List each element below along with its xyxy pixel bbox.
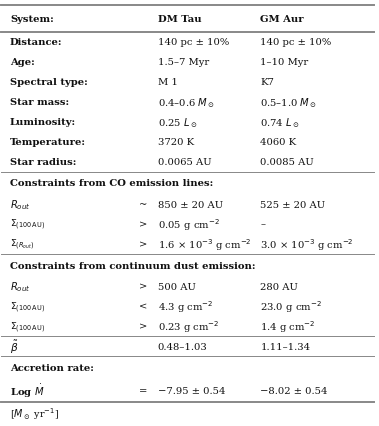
Text: 0.23 g cm$^{-2}$: 0.23 g cm$^{-2}$ [158, 319, 219, 334]
Text: DM Tau: DM Tau [158, 15, 201, 24]
Text: 1.6 × 10$^{-3}$ g cm$^{-2}$: 1.6 × 10$^{-3}$ g cm$^{-2}$ [158, 236, 251, 252]
Text: 500 AU: 500 AU [158, 282, 196, 291]
Text: 23.0 g cm$^{-2}$: 23.0 g cm$^{-2}$ [260, 299, 322, 314]
Text: 0.0085 AU: 0.0085 AU [260, 158, 314, 167]
Text: $\Sigma_{(100\,\mathrm{AU})}$: $\Sigma_{(100\,\mathrm{AU})}$ [10, 319, 45, 334]
Text: 850 ± 20 AU: 850 ± 20 AU [158, 200, 223, 209]
Text: 0.4–0.6 $M_\odot$: 0.4–0.6 $M_\odot$ [158, 96, 215, 109]
Text: K7: K7 [260, 78, 274, 87]
Text: 140 pc ± 10%: 140 pc ± 10% [158, 38, 229, 47]
Text: GM Aur: GM Aur [260, 15, 304, 24]
Text: 4060 K: 4060 K [260, 138, 296, 147]
Text: −8.02 ± 0.54: −8.02 ± 0.54 [260, 386, 328, 395]
Text: −7.95 ± 0.54: −7.95 ± 0.54 [158, 386, 225, 395]
Text: $\Sigma_{(100\,\mathrm{AU})}$: $\Sigma_{(100\,\mathrm{AU})}$ [10, 299, 45, 314]
Text: Luminosity:: Luminosity: [10, 118, 76, 127]
Text: >: > [139, 240, 147, 249]
Text: M 1: M 1 [158, 78, 177, 87]
Text: 0.74 $L_\odot$: 0.74 $L_\odot$ [260, 115, 300, 130]
Text: 525 ± 20 AU: 525 ± 20 AU [260, 200, 326, 209]
Text: 280 AU: 280 AU [260, 282, 298, 291]
Text: Constraints from continuum dust emission:: Constraints from continuum dust emission… [10, 261, 255, 270]
Text: $R_{\mathit{out}}$: $R_{\mathit{out}}$ [10, 280, 31, 294]
Text: Constraints from CO emission lines:: Constraints from CO emission lines: [10, 179, 213, 188]
Text: 1–10 Myr: 1–10 Myr [260, 58, 309, 67]
Text: Star mass:: Star mass: [10, 98, 69, 107]
Text: >: > [139, 282, 147, 291]
Text: –: – [260, 220, 265, 229]
Text: 1.4 g cm$^{-2}$: 1.4 g cm$^{-2}$ [260, 319, 316, 334]
Text: 0.5–1.0 $M_\odot$: 0.5–1.0 $M_\odot$ [260, 96, 318, 109]
Text: Star radius:: Star radius: [10, 158, 77, 167]
Text: Age:: Age: [10, 58, 35, 67]
Text: 140 pc ± 10%: 140 pc ± 10% [260, 38, 332, 47]
Text: 3.0 × 10$^{-3}$ g cm$^{-2}$: 3.0 × 10$^{-3}$ g cm$^{-2}$ [260, 236, 354, 252]
Text: Log $\dot{M}$: Log $\dot{M}$ [10, 382, 45, 399]
Text: <: < [139, 302, 147, 311]
Text: $\tilde{\beta}$: $\tilde{\beta}$ [10, 338, 19, 355]
Text: ~: ~ [138, 200, 147, 209]
Text: $\Sigma_{(R_{\mathit{out}})}$: $\Sigma_{(R_{\mathit{out}})}$ [10, 237, 34, 252]
Text: 0.05 g cm$^{-2}$: 0.05 g cm$^{-2}$ [158, 216, 219, 232]
Text: [$M_\odot$ yr$^{-1}$]: [$M_\odot$ yr$^{-1}$] [10, 405, 59, 421]
Text: Spectral type:: Spectral type: [10, 78, 88, 87]
Text: $R_{\mathit{out}}$: $R_{\mathit{out}}$ [10, 198, 31, 211]
Text: $\Sigma_{(100\,\mathrm{AU})}$: $\Sigma_{(100\,\mathrm{AU})}$ [10, 217, 45, 232]
Text: Accretion rate:: Accretion rate: [10, 363, 94, 372]
Text: System:: System: [10, 15, 54, 24]
Text: 0.25 $L_\odot$: 0.25 $L_\odot$ [158, 115, 197, 130]
Text: 0.48–1.03: 0.48–1.03 [158, 342, 207, 351]
Text: Temperature:: Temperature: [10, 138, 86, 147]
Text: 0.0065 AU: 0.0065 AU [158, 158, 211, 167]
Text: Distance:: Distance: [10, 38, 63, 47]
Text: 3720 K: 3720 K [158, 138, 194, 147]
Text: 1.11–1.34: 1.11–1.34 [260, 342, 310, 351]
Text: =: = [138, 386, 147, 395]
Text: >: > [139, 322, 147, 331]
Text: 4.3 g cm$^{-2}$: 4.3 g cm$^{-2}$ [158, 299, 213, 314]
Text: 1.5–7 Myr: 1.5–7 Myr [158, 58, 209, 67]
Text: >: > [139, 220, 147, 229]
